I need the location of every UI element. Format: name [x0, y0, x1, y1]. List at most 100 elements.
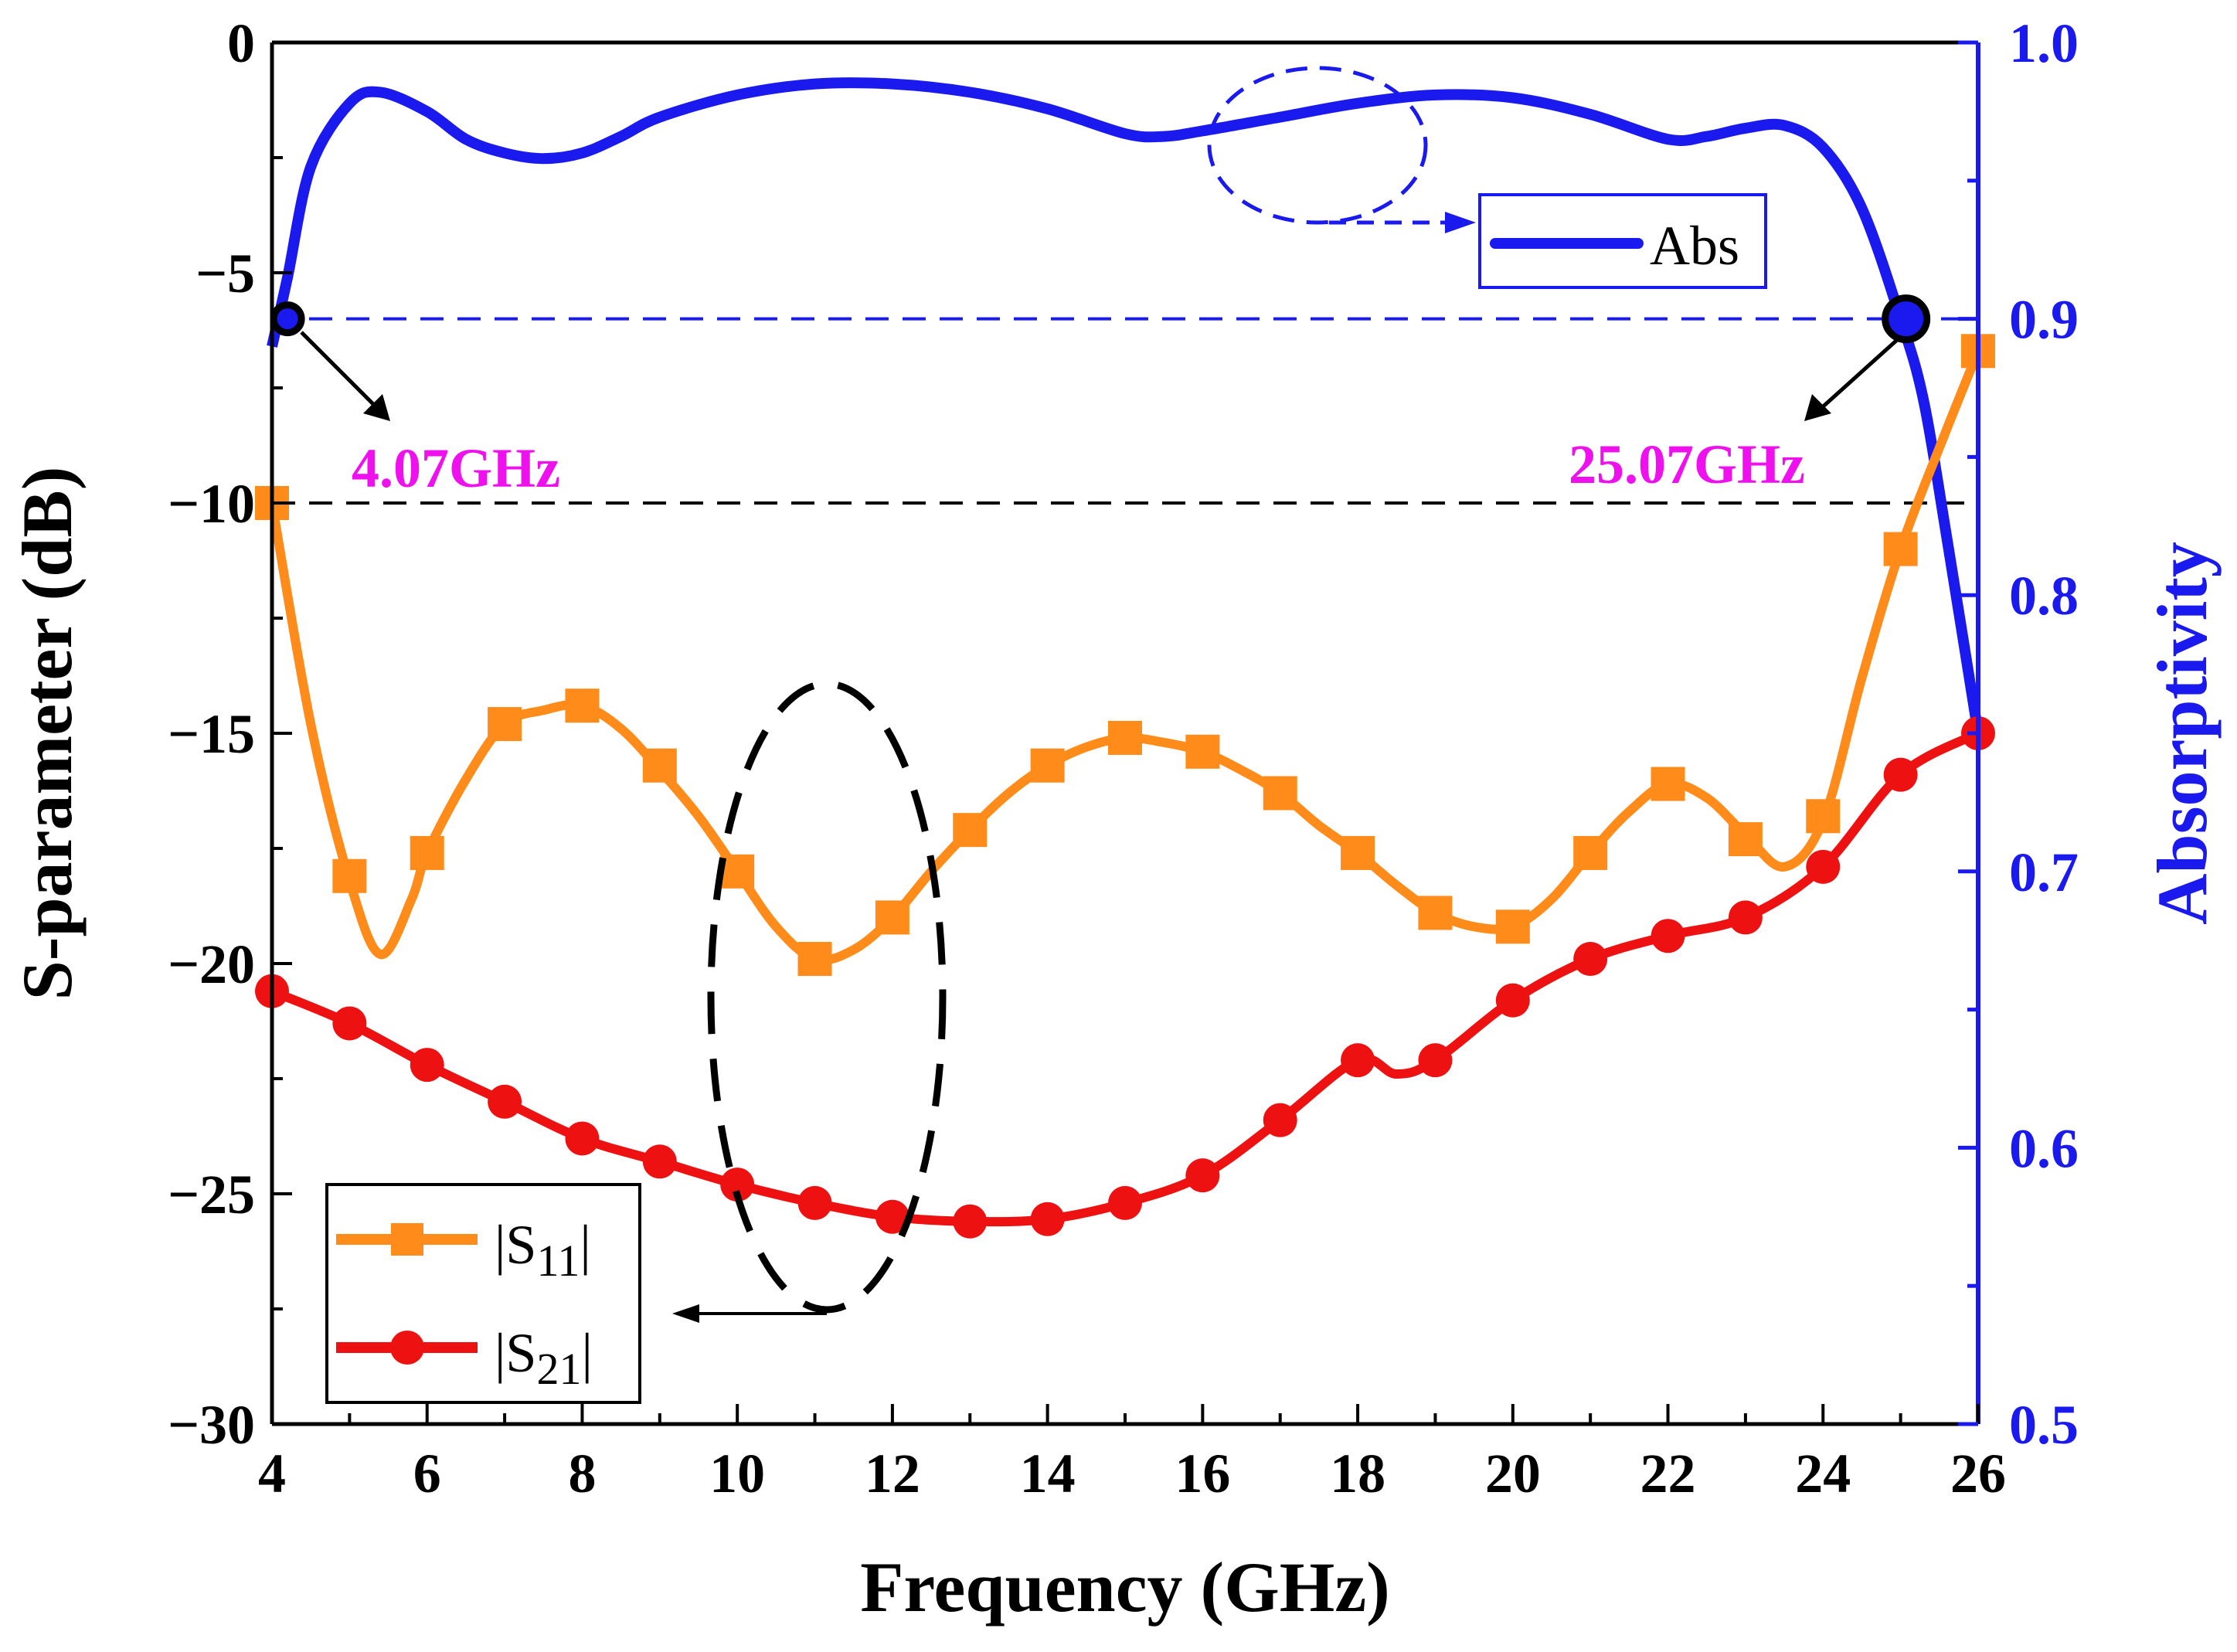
s11-marker	[1185, 734, 1220, 769]
s21-marker	[1883, 757, 1918, 792]
x-tick-label: 4	[258, 1443, 286, 1504]
x-tick-label: 18	[1330, 1443, 1385, 1504]
s21-marker	[1651, 919, 1685, 953]
legend-s21-label-sub: 21	[536, 1344, 581, 1394]
s21-marker	[720, 1168, 755, 1202]
right-annotation-arrowhead	[1804, 394, 1831, 421]
s11-marker	[1573, 835, 1608, 870]
y-right-tick-label: 0.9	[2009, 289, 2079, 351]
s-param-callout-arrowhead	[672, 1304, 699, 1323]
x-axis-ticks: 4 6 8 10 12 14 16 18 20 22 24 26	[258, 1404, 2006, 1504]
y-right-tick-label: 1.0	[2009, 12, 2079, 74]
s21-marker	[1495, 983, 1530, 1018]
x-tick-label: 6	[413, 1443, 441, 1504]
s21-marker	[1806, 849, 1841, 884]
s21-marker	[488, 1084, 522, 1119]
x-tick-label: 20	[1485, 1443, 1541, 1504]
s11-marker	[1341, 835, 1375, 870]
series-s11	[255, 334, 1995, 977]
right-frequency-annotation: 25.07GHz	[1569, 433, 1805, 495]
s-param-highlight-ellipse	[707, 680, 947, 1314]
s21-marker	[1418, 1043, 1453, 1078]
s11-marker	[1418, 896, 1453, 930]
s21-marker	[1185, 1158, 1220, 1193]
y-left-tick-label: −30	[168, 1394, 255, 1456]
y-right-tick-label: 0.5	[2009, 1394, 2079, 1456]
s21-marker	[1728, 900, 1763, 935]
abs-legend-label: Abs	[1650, 215, 1739, 277]
s21-marker	[642, 1144, 677, 1179]
series-s21	[255, 716, 1995, 1239]
legend-s21-marker	[390, 1331, 424, 1365]
x-tick-label: 22	[1640, 1443, 1696, 1504]
legend-s11-marker	[391, 1223, 423, 1256]
s11-marker	[1108, 720, 1142, 755]
left-annotation-arrowhead	[363, 394, 390, 421]
s11-marker	[875, 900, 909, 935]
y-left-tick-label: 0	[227, 12, 255, 74]
s11-marker	[1883, 532, 1918, 566]
y-left-tick-label: −10	[168, 473, 255, 535]
x-tick-label: 26	[1950, 1443, 2006, 1504]
s21-marker	[1108, 1185, 1142, 1220]
s11-marker	[332, 858, 367, 893]
x-tick-label: 14	[1020, 1443, 1076, 1504]
legend-s21-label-end: |	[581, 1322, 592, 1384]
legend-s11-label-sub: 11	[536, 1236, 580, 1286]
s21-marker	[332, 1006, 367, 1041]
s21-marker	[565, 1121, 600, 1156]
s11-marker	[953, 813, 988, 848]
series-abs	[267, 77, 1984, 735]
legend-s21-label: |S21|	[495, 1322, 593, 1394]
legend-s11-label: |S11|	[495, 1214, 591, 1286]
abs-line	[267, 77, 1984, 735]
y-left-tick-label: −25	[168, 1164, 255, 1225]
s21-marker	[1030, 1202, 1065, 1236]
s11-marker	[1806, 799, 1841, 834]
highlight-points	[270, 294, 1931, 344]
abs-highlight-ellipse	[1207, 66, 1428, 225]
y-left-tick-label: −15	[168, 703, 255, 765]
s11-marker	[642, 748, 677, 783]
s11-marker	[1030, 748, 1065, 783]
y-left-axis-ticks: 0 −5 −10 −15 −20 −25 −30	[168, 12, 292, 1456]
x-axis-title: Frequency (GHz)	[860, 1548, 1390, 1627]
x-tick-label: 24	[1795, 1443, 1851, 1504]
highlight-point	[270, 301, 305, 337]
s11-marker	[1728, 822, 1763, 857]
y-right-tick-label: 0.6	[2009, 1117, 2079, 1179]
s21-marker	[797, 1185, 832, 1220]
legend-s11-label-main: |S	[495, 1214, 536, 1276]
highlight-point	[1882, 294, 1931, 344]
legend-entry-s11: |S11|	[336, 1214, 591, 1286]
s21-marker	[410, 1048, 444, 1083]
x-tick-label: 12	[865, 1443, 920, 1504]
abs-callout-arrowhead	[1445, 212, 1476, 233]
legend-s11-label-end: |	[580, 1214, 590, 1276]
y-right-axis-title: Absorptivity	[2143, 542, 2222, 925]
s21-marker	[875, 1199, 909, 1234]
legend-entry-s21: |S21|	[336, 1322, 593, 1394]
s21-marker	[1341, 1043, 1375, 1078]
s11-marker	[410, 835, 444, 870]
y-left-tick-label: −5	[195, 243, 255, 304]
x-tick-label: 8	[568, 1443, 596, 1504]
s11-marker	[1263, 776, 1297, 811]
y-right-tick-label: 0.8	[2009, 565, 2079, 627]
s21-marker	[1573, 942, 1608, 977]
s-param-legend-box	[325, 1183, 641, 1404]
s11-marker	[565, 688, 600, 723]
s11-marker	[488, 707, 522, 742]
s11-marker	[797, 942, 832, 977]
legend-s21-label-main: |S	[495, 1322, 536, 1384]
left-frequency-annotation: 4.07GHz	[352, 437, 560, 499]
x-tick-label: 10	[709, 1443, 765, 1504]
x-tick-label: 16	[1175, 1443, 1230, 1504]
y-left-tick-label: −20	[168, 933, 255, 995]
y-right-axis-ticks: 1.0 0.9 0.8 0.7 0.6 0.5	[1958, 12, 2079, 1456]
s21-marker	[953, 1204, 988, 1239]
s21-marker	[1263, 1103, 1297, 1137]
right-annotation-arrow	[1818, 338, 1899, 411]
y-right-tick-label: 0.7	[2009, 841, 2079, 903]
